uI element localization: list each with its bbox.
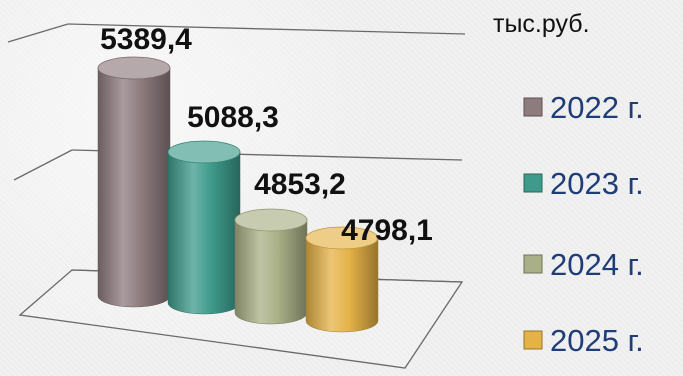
gridline-top-front <box>7 23 69 43</box>
bar-2023г <box>167 151 241 315</box>
legend-label: 2024 г. <box>550 247 644 282</box>
gridline-mid-front <box>13 149 73 181</box>
legend: 2022 г. 2023 г. 2024 г. 2025 г. <box>523 90 644 358</box>
legend-label: 2022 г. <box>550 90 644 125</box>
legend-swatch <box>523 173 543 193</box>
legend-swatch <box>523 330 543 350</box>
bars <box>97 56 379 333</box>
legend-label: 2025 г. <box>550 323 644 358</box>
gridline-top-back <box>67 23 466 35</box>
legend-swatch <box>523 97 543 117</box>
bar-2024г <box>234 219 308 325</box>
legend-swatch <box>523 254 543 274</box>
value-labels: 5389,4 5088,3 4853,2 4798,1 <box>100 23 433 247</box>
unit-label: тыс.руб. <box>493 10 590 38</box>
value-label: 5389,4 <box>100 23 192 56</box>
value-label: 5088,3 <box>187 101 279 134</box>
bar-top-2025г <box>305 226 379 250</box>
value-label: 4853,2 <box>254 168 346 201</box>
bar-top-2022г <box>97 56 171 80</box>
bar-top-2023г <box>167 140 241 164</box>
legend-label: 2023 г. <box>550 166 644 201</box>
bar-top-2024г <box>234 208 308 232</box>
bar-2025г <box>305 237 379 333</box>
bar-2022г <box>97 67 171 308</box>
value-label: 4798,1 <box>341 214 433 247</box>
